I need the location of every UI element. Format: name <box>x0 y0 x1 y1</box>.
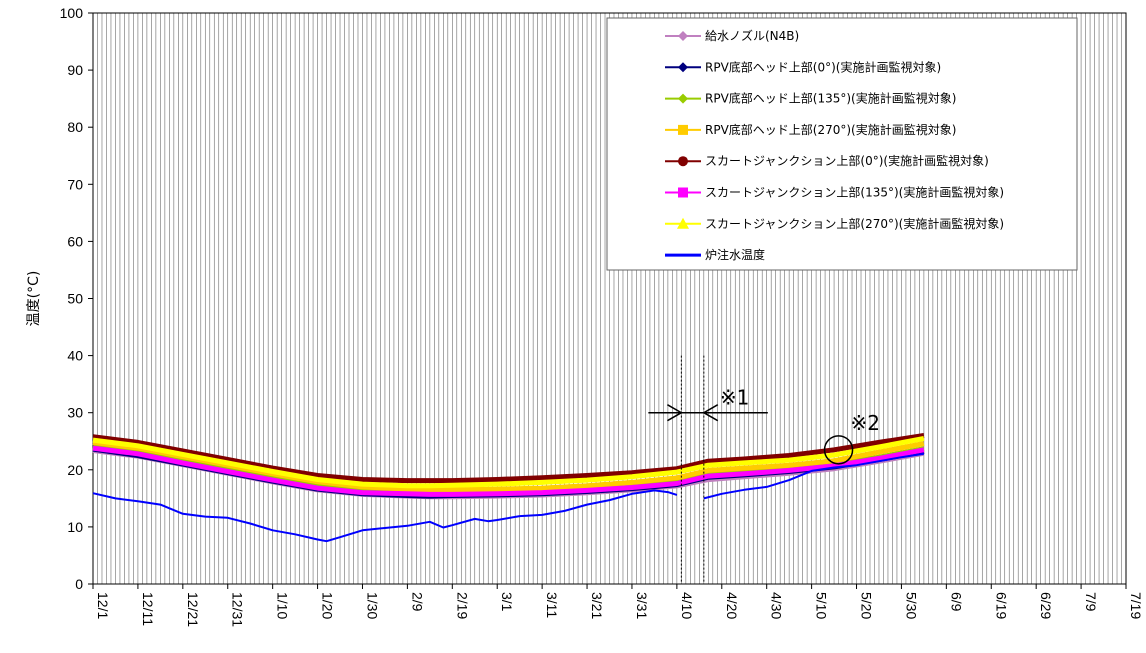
x-axis-tick-labels: 12/1 12/11 12/21 12/31 1/10 1/20 1/30 2/9 2/19 3/… <box>92 584 1144 627</box>
x-tick-label: 6/29 <box>1038 592 1054 619</box>
x-tick-label: 7/9 <box>1083 592 1099 612</box>
x-tick-label: 7/19 <box>1128 592 1144 619</box>
y-axis-label: 温度(°C) <box>26 271 42 327</box>
legend-entry-label: スカートジャンクション上部(135°)(実施計画監視対象) <box>705 185 1004 200</box>
legend-marker <box>678 187 688 198</box>
series-line <box>92 445 925 497</box>
legend: 給水ノズル(N4B) RPV底部ヘッド上部(0°)(実施計画監視対象) RPV底部ヘ… <box>606 17 1078 271</box>
legend-entry-label: RPV底部ヘッド上部(135°)(実施計画監視対象) <box>705 91 956 106</box>
legend-marker <box>677 217 689 229</box>
legend-marker <box>678 156 688 167</box>
y-tick-label: 40 <box>67 348 83 364</box>
y-tick-label: 90 <box>67 62 83 78</box>
x-tick-label: 2/9 <box>409 592 425 612</box>
x-tick-label: 6/19 <box>993 592 1009 619</box>
x-tick-label: 5/30 <box>903 592 919 619</box>
x-tick-label: 12/11 <box>140 592 156 626</box>
series-lines <box>92 433 925 543</box>
legend-entry-label: RPV底部ヘッド上部(0°)(実施計画監視対象) <box>705 59 941 74</box>
y-tick-label: 80 <box>67 119 83 135</box>
annotations: ※1 ※2 <box>648 355 880 584</box>
x-tick-label: 5/20 <box>859 592 875 619</box>
legend-entry-label: 給水ノズル(N4B) <box>705 28 799 43</box>
legend-entry-label: スカートジャンクション上部(270°)(実施計画監視対象) <box>705 216 1004 231</box>
x-tick-label: 3/1 <box>499 592 515 612</box>
annotation-2-circle <box>823 435 854 465</box>
legend-marker <box>678 93 688 104</box>
legend-entry-label: RPV底部ヘッド上部(270°)(実施計画監視対象) <box>705 122 956 137</box>
x-tick-label: 4/10 <box>679 592 695 619</box>
x-tick-label: 12/1 <box>95 592 111 619</box>
y-tick-label: 20 <box>67 462 83 478</box>
series-line <box>92 433 925 484</box>
y-axis-tick-labels: 0 10 20 30 40 50 60 70 80 90 100 <box>60 5 93 592</box>
x-tick-label: 1/30 <box>364 592 380 619</box>
x-tick-label: 6/9 <box>948 592 964 612</box>
y-tick-label: 30 <box>67 405 83 421</box>
outage-arrow-head <box>666 404 683 422</box>
x-tick-label: 3/21 <box>589 592 605 619</box>
y-tick-label: 70 <box>67 176 83 192</box>
legend-box <box>606 17 1078 271</box>
y-tick-label: 50 <box>67 291 83 307</box>
series-line <box>92 489 678 543</box>
x-tick-label: 1/10 <box>275 592 291 619</box>
x-tick-label: 3/31 <box>634 592 650 619</box>
y-tick-label: 0 <box>75 576 83 592</box>
annotation-1-label: ※1 <box>720 386 749 410</box>
outage-arrow-head <box>702 404 719 422</box>
series-line <box>92 435 925 489</box>
x-tick-label: 12/31 <box>230 592 246 627</box>
series-line <box>703 452 925 500</box>
x-tick-label: 12/21 <box>185 592 201 627</box>
y-tick-label: 10 <box>67 519 83 535</box>
x-tick-label: 2/19 <box>454 592 470 619</box>
legend-marker <box>678 124 688 135</box>
legend-entry-label: 炉注水温度 <box>705 247 765 262</box>
legend-entry-label: スカートジャンクション上部(0°)(実施計画監視対象) <box>705 153 989 168</box>
x-tick-label: 1/20 <box>320 592 336 619</box>
x-tick-label: 3/11 <box>544 592 560 618</box>
x-tick-label: 5/10 <box>814 592 830 619</box>
x-tick-label: 4/30 <box>769 592 785 619</box>
legend-marker <box>678 31 688 41</box>
annotation-2-label: ※2 <box>851 411 880 435</box>
y-tick-label: 60 <box>67 233 83 249</box>
x-tick-label: 4/20 <box>724 592 740 619</box>
legend-marker <box>678 62 688 73</box>
y-tick-label: 100 <box>60 5 84 21</box>
